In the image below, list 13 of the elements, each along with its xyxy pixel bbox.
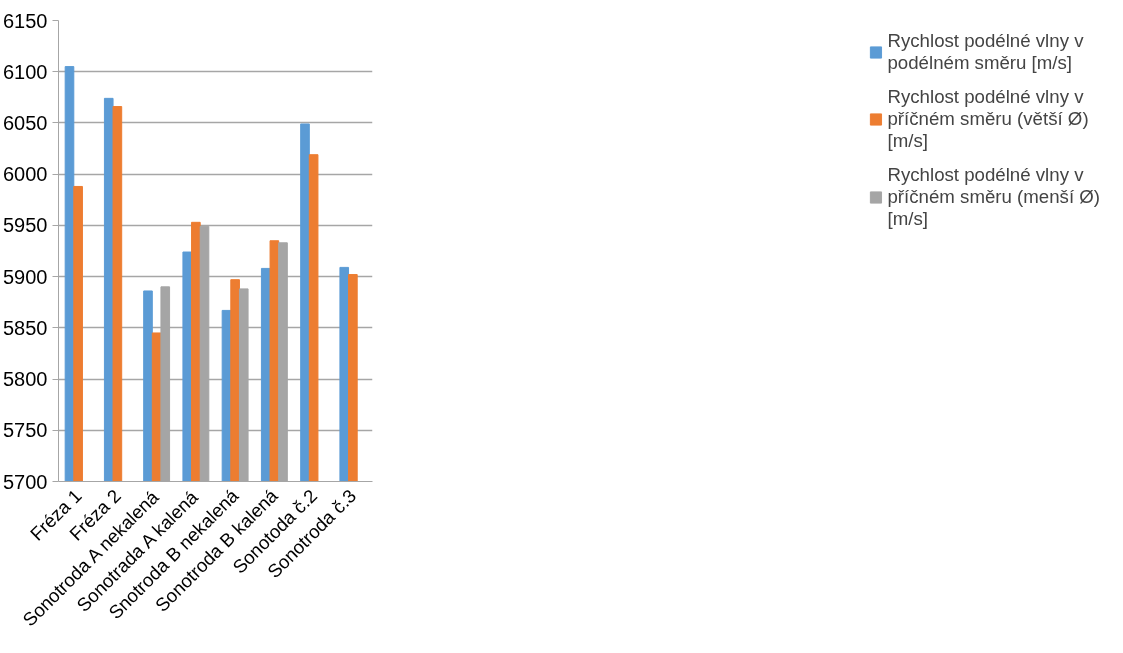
legend-label: Rychlost podélné vlny v podélném směru [m/s] <box>887 30 1084 74</box>
legend-label: Rychlost podélné vlny v příčném směru (větší Ø) [m/s] <box>887 86 1089 152</box>
y-tick-label: 5950 <box>3 214 48 237</box>
y-tick-label: 6150 <box>3 9 48 32</box>
y-tick-label: 5850 <box>3 316 48 339</box>
legend-label: Rychlost podélné vlny v příčném směru (menší Ø) [m/s] <box>887 164 1100 230</box>
y-tick-label: 5900 <box>3 265 48 288</box>
y-tick-label: 6000 <box>3 163 48 186</box>
y-tick-label: 6100 <box>3 60 48 83</box>
y-tick-label: 5750 <box>3 419 48 442</box>
y-tick-label: 5800 <box>3 368 48 391</box>
y-tick-label: 6050 <box>3 111 48 134</box>
y-tick-label: 5700 <box>3 470 48 493</box>
